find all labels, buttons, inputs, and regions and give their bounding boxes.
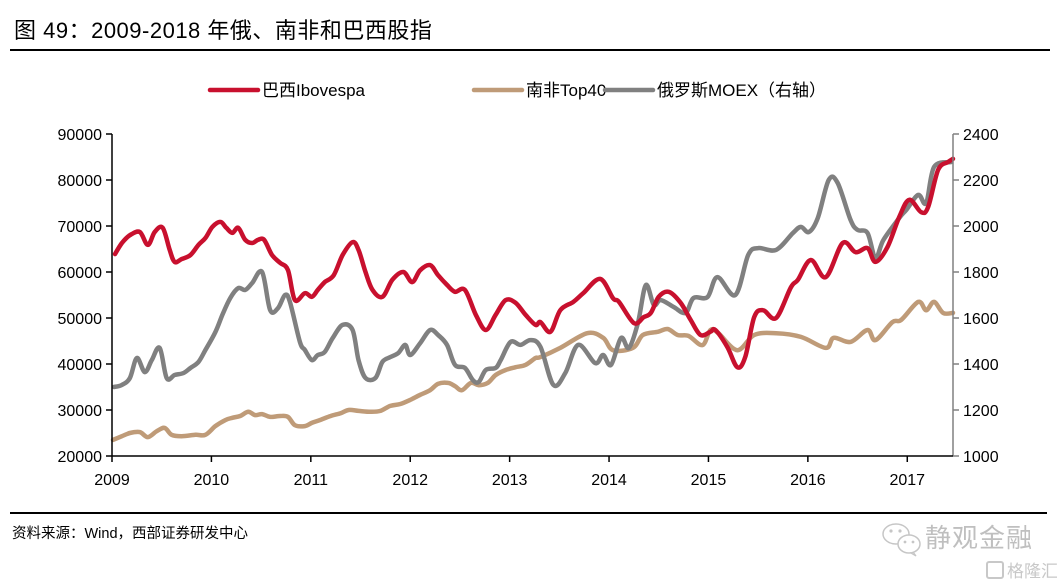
- y-tick-label: 20000: [58, 449, 103, 466]
- y2-tick-label: 1600: [963, 311, 999, 328]
- watermark-sub-text: 格隆汇: [1007, 562, 1057, 581]
- footer-divider: [10, 512, 1047, 514]
- y2-tick-label: 2200: [963, 173, 999, 190]
- y2-tick-label: 1800: [963, 265, 999, 282]
- series-line-1: [110, 299, 956, 443]
- legend: 巴西Ibovespa 南非Top40 俄罗斯MOEX（右轴）: [207, 81, 826, 100]
- watermark: 静观金融 格隆汇: [880, 516, 1057, 582]
- watermark-text: 静观金融: [925, 523, 1034, 553]
- y2-tick-label: 1400: [963, 357, 999, 374]
- legend-label: 南非Top40: [526, 81, 606, 100]
- x-tick-label: 2009: [94, 472, 130, 489]
- legend-label: 巴西Ibovespa: [262, 81, 366, 100]
- x-tick-label: 2011: [294, 472, 329, 489]
- x-tick-label: 2014: [591, 472, 627, 489]
- axes: 20000 30000 40000 50000 60000 70000 80000 90000…: [58, 127, 999, 489]
- x-tick-label: 2012: [392, 472, 428, 489]
- y-tick-label: 30000: [58, 403, 103, 420]
- x-tick-label: 2015: [691, 472, 727, 489]
- x-tick-label: 2017: [889, 472, 925, 489]
- watermark-sub: 格隆汇: [986, 557, 1057, 582]
- legend-label: 俄罗斯MOEX（右轴）: [657, 81, 826, 100]
- y-tick-label: 50000: [58, 311, 103, 328]
- figure-title: 图 49：2009-2018 年俄、南非和巴西股指: [14, 18, 433, 43]
- y2-tick-label: 1000: [963, 449, 999, 466]
- y2-tick-label: 2000: [963, 219, 999, 236]
- wechat-icon: [882, 523, 921, 557]
- y-tick-label: 40000: [58, 357, 103, 374]
- watermark-logo-icon: [986, 561, 1004, 579]
- source-note: 资料来源：Wind，西部证券研发中心: [12, 526, 249, 542]
- x-tick-label: 2016: [790, 472, 826, 489]
- y-tick-label: 60000: [58, 265, 103, 282]
- y-tick-label: 80000: [58, 173, 103, 190]
- y2-tick-label: 2400: [963, 127, 999, 144]
- y2-tick-label: 1200: [963, 403, 999, 420]
- series-layer: [110, 156, 956, 443]
- series-line-0: [112, 156, 956, 370]
- x-tick-label: 2013: [492, 472, 528, 489]
- y-tick-label: 70000: [58, 219, 103, 236]
- title-divider: [10, 49, 1050, 51]
- series-line-2: [111, 159, 954, 390]
- x-tick-label: 2010: [194, 472, 230, 489]
- y-tick-label: 90000: [58, 127, 103, 144]
